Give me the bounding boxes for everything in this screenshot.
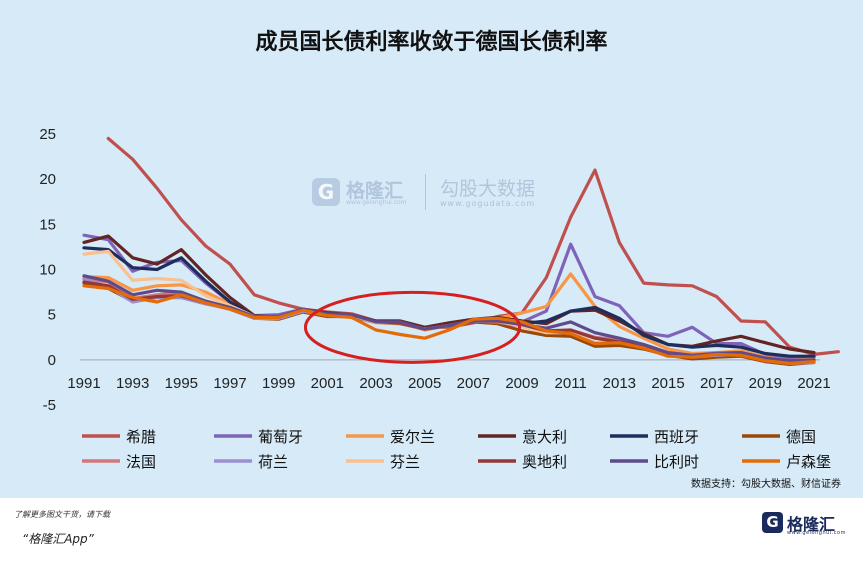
legend-label: 法国 <box>126 453 156 471</box>
x-tick-label: 2009 <box>505 375 538 392</box>
y-tick-label: 5 <box>48 307 56 324</box>
x-tick-label: 2001 <box>311 375 344 392</box>
footer-app-name: “格隆汇App” <box>22 532 94 546</box>
watermark-separator <box>425 174 426 210</box>
footer-note: 了解更多图文干货，请下载 <box>14 510 110 519</box>
x-tick-label: 1995 <box>165 375 198 392</box>
x-tick-label: 2011 <box>555 375 587 392</box>
legend-label: 希腊 <box>126 428 156 446</box>
watermark-brand-sub: www.gelonghui.com <box>346 199 407 206</box>
watermark-partner: 勾股大数据 <box>440 178 536 200</box>
x-tick-label: 2005 <box>408 375 441 392</box>
legend-label: 芬兰 <box>390 453 420 471</box>
x-tick-label: 1997 <box>213 375 246 392</box>
watermark-partner-sub: www.gogudata.com <box>440 199 536 208</box>
y-tick-label: 0 <box>48 352 56 369</box>
legend-label: 德国 <box>786 428 816 446</box>
legend-label: 比利时 <box>654 453 699 471</box>
line-chart: -5 0 5 10 15 20 25 1991 1993 1995 1997 1999 2001 2003… <box>39 126 840 471</box>
x-tick-label: 2019 <box>749 375 782 392</box>
x-tick-label: 2021 <box>797 375 830 392</box>
y-tick-label: 20 <box>39 171 56 188</box>
gelonghui-logo-icon: G <box>762 512 783 533</box>
legend-label: 卢森堡 <box>786 453 831 471</box>
series-line-卢森堡 <box>82 284 816 365</box>
footer-logo-text: 格隆汇 <box>787 515 836 534</box>
legend-label: 爱尔兰 <box>390 428 435 446</box>
y-tick-label: 10 <box>39 262 56 279</box>
x-tick-label: 1999 <box>262 375 295 392</box>
chart-title: 成员国长债利率收敛于德国长债利率 <box>255 30 608 55</box>
data-source: 数据支持：勾股大数据、财信证券 <box>691 479 841 490</box>
x-tick-label: 2003 <box>359 375 392 392</box>
annotation-ellipse <box>303 290 522 364</box>
x-tick-label: 2007 <box>457 375 490 392</box>
watermark-brand: 格隆汇 <box>346 180 404 202</box>
footer-logo-sub: www.gelonghui.com <box>787 530 846 536</box>
y-tick-label: 25 <box>39 126 56 143</box>
x-tick-label: 1991 <box>67 375 100 392</box>
y-tick-label: 15 <box>39 216 56 233</box>
x-tick-label: 2017 <box>700 375 733 392</box>
y-tick-label: -5 <box>43 397 56 414</box>
x-tick-label: 1993 <box>116 375 149 392</box>
legend-label: 葡萄牙 <box>258 428 303 446</box>
legend-label: 意大利 <box>522 428 567 446</box>
legend-label: 荷兰 <box>258 453 288 471</box>
series-line-比利时 <box>82 274 816 363</box>
x-tick-label: 2013 <box>603 375 636 392</box>
legend-label: 西班牙 <box>654 428 699 446</box>
x-tick-label: 2015 <box>651 375 684 392</box>
watermark-logo-icon: G <box>312 178 340 206</box>
chart-card <box>0 0 863 498</box>
legend-label: 奥地利 <box>522 453 567 471</box>
